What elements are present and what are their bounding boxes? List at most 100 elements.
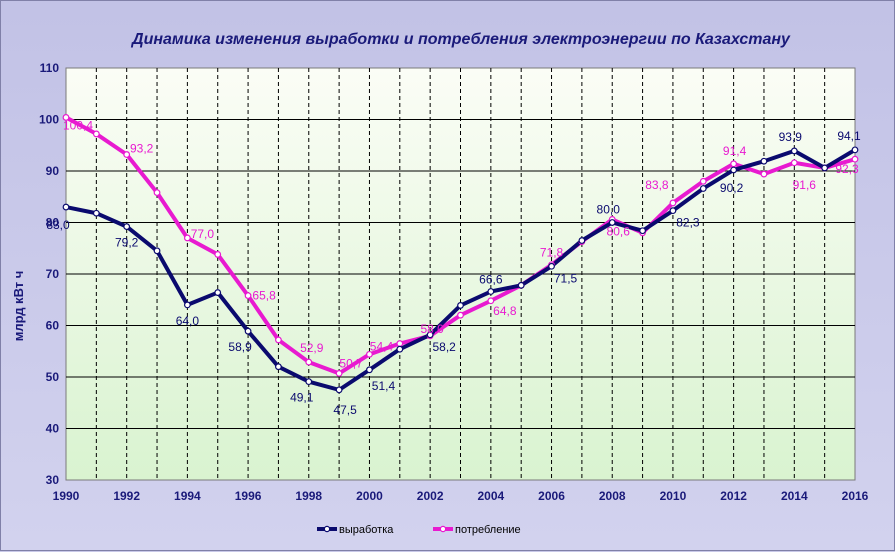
x-tick-label: 2014	[781, 489, 808, 503]
data-point	[608, 219, 616, 226]
chart-title: Динамика изменения выработки и потреблен…	[130, 31, 791, 48]
data-label: 64,8	[493, 304, 517, 318]
data-point	[457, 311, 464, 319]
y-tick-label: 90	[46, 164, 60, 178]
data-point	[244, 292, 252, 300]
x-tick-label: 2006	[538, 489, 565, 503]
data-point	[517, 281, 525, 289]
data-point	[699, 185, 707, 192]
y-tick-label: 50	[46, 370, 60, 384]
data-label: 47,5	[333, 403, 357, 417]
data-point	[396, 345, 404, 353]
data-point	[760, 157, 768, 165]
data-point	[851, 155, 859, 163]
data-point	[183, 234, 191, 242]
y-axis-label: млрд кВт ч	[11, 271, 26, 342]
data-point	[730, 166, 738, 174]
data-label: 71,8	[540, 246, 564, 260]
legend-label: выработка	[339, 524, 394, 536]
x-tick-label: 1990	[53, 489, 80, 503]
data-label: 83,8	[645, 178, 669, 192]
data-label: 66,6	[479, 273, 503, 287]
data-point	[335, 386, 343, 394]
legend-marker	[323, 525, 331, 533]
legend-marker	[439, 525, 447, 533]
data-point	[214, 251, 222, 258]
data-point	[62, 114, 70, 121]
x-tick-label: 2016	[842, 489, 869, 503]
data-label: 92,3	[835, 162, 859, 176]
data-point	[669, 199, 677, 207]
data-point	[275, 336, 282, 344]
legend-label: потребление	[455, 524, 521, 536]
data-point	[275, 363, 282, 371]
data-label: 58,9	[228, 340, 252, 354]
y-tick-label: 100	[39, 113, 59, 127]
data-label: 58,0	[420, 322, 444, 336]
data-label: 71,5	[554, 271, 578, 285]
x-axis-ticks: 1990 1992 1994 1996 1998 2000 2002 2004 2006 2008…	[53, 489, 869, 503]
data-label: 94,1	[837, 129, 861, 143]
data-point	[851, 146, 859, 154]
y-tick-label: 60	[46, 319, 60, 333]
x-tick-label: 1992	[113, 489, 140, 503]
data-labels: 83,0 79,2 64,0 58,9 49,1 47,5 51,4 58,2 66,6 71,5…	[46, 118, 861, 416]
data-label: 91,4	[723, 144, 747, 158]
data-point	[366, 366, 373, 374]
x-tick-label: 2010	[660, 489, 687, 503]
data-label: 80,6	[607, 224, 631, 238]
data-point	[305, 358, 313, 366]
x-tick-label: 2000	[356, 489, 383, 503]
data-label: 50,7	[339, 356, 363, 370]
data-point	[487, 297, 495, 305]
data-point	[790, 147, 798, 155]
data-point	[244, 327, 252, 335]
data-label: 51,4	[372, 379, 396, 393]
data-point	[426, 331, 434, 339]
data-point	[548, 262, 555, 270]
data-point	[699, 177, 707, 185]
data-label: 80,0	[597, 203, 621, 217]
data-point	[92, 209, 100, 217]
data-point	[305, 378, 313, 386]
data-point	[153, 247, 161, 255]
data-point	[92, 130, 100, 138]
data-point	[639, 227, 646, 235]
data-point	[821, 164, 829, 172]
data-point	[396, 340, 404, 347]
y-tick-label: 40	[46, 422, 60, 436]
y-tick-label: 70	[46, 267, 60, 281]
data-point	[153, 189, 161, 197]
data-point	[183, 301, 191, 309]
data-label: 100,4	[63, 118, 93, 132]
series-lines	[62, 114, 859, 394]
x-tick-label: 1996	[235, 489, 262, 503]
data-label: 91,6	[793, 178, 817, 192]
data-label: 79,2	[115, 236, 139, 250]
data-point	[790, 159, 798, 167]
y-tick-label: 30	[46, 473, 60, 487]
data-point	[335, 369, 343, 377]
data-point	[760, 170, 768, 178]
data-label: 83,0	[46, 218, 70, 232]
data-label: 49,1	[290, 391, 314, 405]
data-point	[366, 350, 373, 358]
data-point	[123, 151, 131, 158]
data-point	[457, 302, 464, 309]
data-point	[578, 237, 586, 244]
data-label: 93,9	[779, 130, 803, 144]
data-point	[730, 160, 738, 168]
y-tick-label: 80	[46, 216, 60, 230]
data-label: 77,0	[191, 227, 215, 241]
x-tick-label: 1994	[174, 489, 201, 503]
x-tick-label: 1998	[295, 489, 322, 503]
x-tick-label: 2008	[599, 489, 626, 503]
data-label: 65,8	[252, 289, 276, 303]
data-label: 52,9	[300, 341, 324, 355]
data-point	[214, 289, 222, 296]
data-label: 93,2	[130, 142, 154, 156]
data-point	[62, 203, 70, 211]
legend: выработка потребление	[317, 524, 521, 536]
